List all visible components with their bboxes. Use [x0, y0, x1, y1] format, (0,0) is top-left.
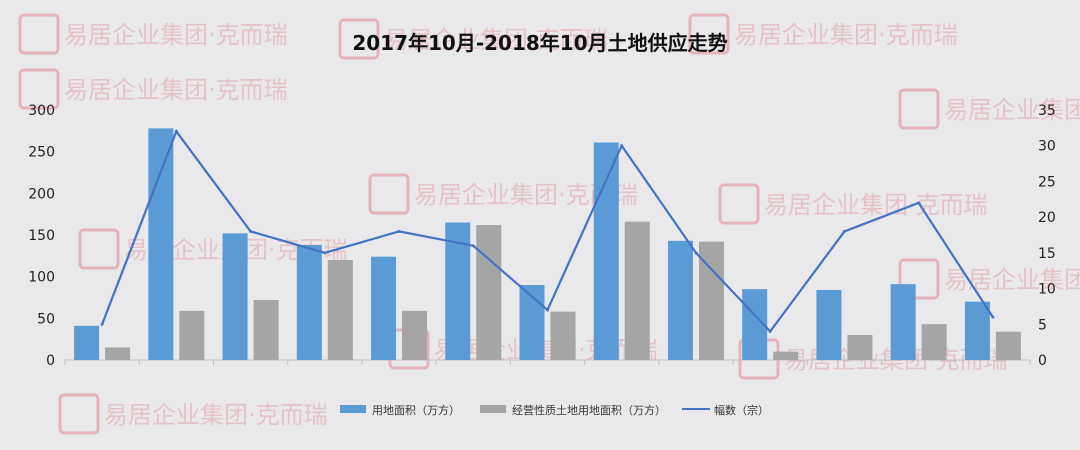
legend-item: 用地面积（万方） [340, 403, 460, 417]
watermark-seal [18, 13, 60, 55]
line-point [842, 229, 846, 233]
legend-label: 幅数（宗） [714, 403, 769, 417]
y-left-tick-label: 250 [28, 145, 55, 161]
watermark-seal [338, 18, 380, 60]
y-left-tick-label: 0 [46, 353, 55, 369]
bar-commercial-land-area [179, 310, 205, 360]
line-point [397, 229, 401, 233]
line-point [249, 229, 253, 233]
bar-land-area [593, 142, 619, 360]
legend-swatch [480, 405, 506, 413]
line-point [917, 201, 921, 205]
bar-commercial-land-area [476, 225, 502, 360]
bar-land-area [890, 284, 916, 360]
y-left-tick-label: 150 [28, 228, 55, 244]
watermark-seal [58, 393, 100, 435]
watermark-text: 易居企业集团·克而瑞 [734, 21, 958, 49]
watermark-mark: 易居企业集团·克而瑞 [898, 88, 1080, 130]
watermark-mark: 易居企业集团·克而瑞 [58, 393, 328, 435]
bar-commercial-land-area [624, 221, 650, 360]
watermark-seal [898, 258, 940, 300]
bar-commercial-land-area [847, 335, 873, 360]
bar-land-area [148, 128, 174, 360]
line-series [100, 129, 995, 334]
y-right-tick-label: 30 [1038, 139, 1056, 155]
watermark-text: 易居企业集团·克而瑞 [64, 76, 288, 104]
bar-commercial-land-area [921, 324, 947, 360]
legend-swatch [340, 405, 366, 413]
bar-commercial-land-area [105, 347, 131, 360]
bar-land-area [667, 240, 693, 360]
bar-commercial-land-area [773, 351, 799, 360]
watermark-mark: 易居企业集团·克而瑞 [898, 258, 1080, 300]
watermark-text: 易居企业集团·克而瑞 [104, 401, 328, 429]
watermark-seal [718, 183, 760, 225]
y-right-tick-label: 5 [1038, 317, 1047, 333]
watermark-seal [18, 68, 60, 110]
chart-title: 2017年10月-2018年10月土地供应走势 [352, 31, 727, 55]
y-right-tick-label: 35 [1038, 103, 1056, 119]
line-point [694, 251, 698, 255]
line-point [768, 329, 772, 333]
line-point [991, 315, 995, 319]
watermark-mark: 易居企业集团·克而瑞 [18, 68, 288, 110]
line-point [100, 322, 104, 326]
watermark-seal [78, 228, 120, 270]
legend-item: 幅数（宗） [682, 403, 769, 417]
watermark-text: 易居企业集团·克而瑞 [944, 96, 1080, 124]
watermark-mark: 易居企业集团·克而瑞 [338, 18, 608, 60]
y-right-tick-label: 25 [1038, 174, 1056, 190]
bar-commercial-land-area [550, 311, 576, 360]
bar-commercial-land-area [327, 260, 353, 360]
legend-label: 经营性质土地用地面积（万方） [512, 403, 666, 417]
bar-land-area [816, 290, 842, 360]
legend-label: 用地面积（万方） [372, 403, 460, 417]
bar-land-area [296, 245, 322, 360]
y-left-tick-label: 300 [28, 103, 55, 119]
bar-commercial-land-area [253, 300, 279, 360]
y-right-tick-label: 20 [1038, 210, 1056, 226]
bar-commercial-land-area [402, 310, 428, 360]
y-right-tick-label: 15 [1038, 246, 1056, 262]
watermark-text: 易居企业集团·克而瑞 [764, 191, 988, 219]
watermark-seal [688, 13, 730, 55]
bar-land-area [371, 256, 397, 360]
legend: 用地面积（万方） 经营性质土地用地面积（万方） 幅数（宗） [340, 403, 769, 417]
y-right-tick-label: 0 [1038, 353, 1047, 369]
line-point [471, 244, 475, 248]
watermark-text: 易居企业集团·克而瑞 [434, 336, 658, 364]
line-point [323, 251, 327, 255]
bars [74, 128, 1021, 360]
line-point [174, 129, 178, 133]
watermark-seal [898, 88, 940, 130]
y-right-tick-label: 10 [1038, 282, 1056, 298]
watermark-mark: 易居企业集团·克而瑞 [688, 13, 958, 55]
watermark-mark: 易居企业集团·克而瑞 [718, 183, 988, 225]
bar-land-area [964, 301, 990, 360]
watermark-text: 易居企业集团·克而瑞 [64, 21, 288, 49]
watermark-text: 易居企业集团·克而瑞 [944, 266, 1080, 294]
line-point [546, 308, 549, 312]
legend-item: 经营性质土地用地面积（万方） [480, 403, 666, 417]
y-left-tick-label: 200 [28, 186, 55, 202]
bar-land-area [222, 233, 248, 360]
y-left-tick-label: 100 [28, 270, 55, 286]
y-left-tick-label: 50 [37, 311, 55, 327]
watermark-mark: 易居企业集团·克而瑞 [18, 13, 288, 55]
watermark-seal [368, 173, 410, 215]
bar-commercial-land-area [995, 331, 1021, 360]
watermark-text: 易居企业集团·克而瑞 [384, 26, 608, 54]
line-point [620, 144, 624, 148]
bar-land-area [74, 325, 100, 360]
